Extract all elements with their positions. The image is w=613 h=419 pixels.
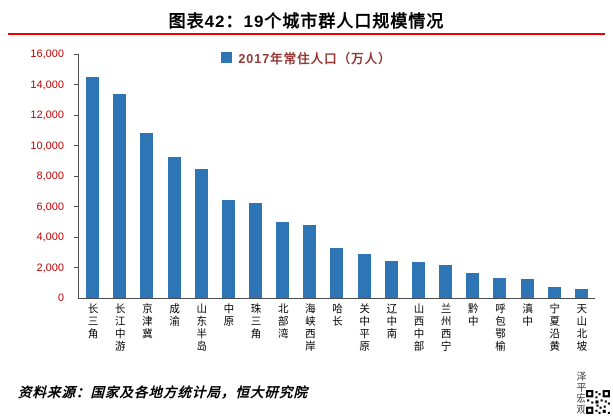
- category-label: 辽中南: [385, 303, 398, 341]
- bar-group: 哈长: [323, 54, 350, 328]
- category-label: 成渝: [168, 303, 181, 328]
- bar: [466, 273, 480, 298]
- bar-group: 珠三角: [242, 54, 269, 341]
- bar-group: 北部湾: [269, 54, 296, 341]
- bar-group: 天山北坡: [568, 54, 595, 353]
- bar-group: 滇中: [514, 54, 541, 328]
- y-tick-label: 0: [57, 292, 64, 304]
- bar-group: 成渝: [160, 54, 187, 328]
- bar: [384, 261, 398, 298]
- bar: [113, 94, 127, 298]
- y-tick-label: 2,000: [36, 261, 64, 274]
- category-label: 哈长: [331, 303, 344, 328]
- y-tick-label: 6,000: [36, 200, 64, 213]
- bar-group: 关中平原: [351, 54, 378, 353]
- bar: [330, 248, 344, 298]
- bar: [221, 200, 235, 298]
- category-label: 黔中: [466, 303, 479, 328]
- qr-code-icon: [585, 389, 611, 415]
- bar: [547, 287, 561, 298]
- category-label: 珠三角: [249, 303, 262, 341]
- y-tick-mark: [74, 267, 79, 268]
- figure-title: 图表42：19个城市群人口规模情况: [168, 12, 445, 31]
- bar: [86, 77, 100, 298]
- y-tick-mark: [74, 206, 79, 207]
- source-note: 资料来源：国家及各地方统计局，恒大研究院: [18, 385, 308, 400]
- bar-group: 山西中部: [405, 54, 432, 353]
- brand-name: 泽平宏观: [574, 371, 585, 415]
- y-tick-mark: [74, 236, 79, 238]
- y-tick-label: 4,000: [36, 231, 64, 243]
- bar: [574, 289, 588, 298]
- category-label: 山西中部: [412, 303, 425, 353]
- bar-group: 中原: [215, 54, 242, 328]
- bar-group: 兰州西宁: [432, 54, 459, 353]
- bar-group: 长三角: [79, 54, 106, 341]
- category-label: 呼包鄂榆: [493, 303, 506, 353]
- category-label: 中原: [222, 303, 235, 328]
- plot-area: 长三角 长江中游 京津冀 成渝 山东半岛 中原 珠三角 北部湾 海峡西岸 哈长 关中平原 辽中南 山西中…: [74, 53, 595, 353]
- legend-label: 2017年常住人口（万人）: [238, 52, 392, 66]
- y-tick-label: 12,000: [30, 109, 64, 121]
- y-tick-label: 8,000: [36, 170, 64, 182]
- category-label: 海峡西岸: [303, 303, 316, 353]
- bar-group: 山东半岛: [188, 54, 215, 353]
- category-label: 山东半岛: [195, 303, 208, 353]
- category-label: 宁夏沿黄: [548, 303, 561, 353]
- y-tick-mark: [74, 114, 79, 116]
- y-tick-mark: [74, 175, 79, 177]
- bar-group: 辽中南: [378, 54, 405, 341]
- bar: [493, 278, 507, 298]
- bar: [249, 203, 263, 298]
- bar-group: 海峡西岸: [296, 54, 323, 353]
- category-label: 长江中游: [113, 303, 126, 353]
- legend-swatch-icon: [221, 52, 233, 63]
- category-label: 天山北坡: [575, 303, 588, 353]
- bar-group: 黔中: [459, 54, 486, 328]
- y-tick-label: 10,000: [30, 139, 64, 152]
- y-tick-mark: [74, 145, 79, 146]
- y-tick-label: 14,000: [30, 78, 64, 91]
- bar: [411, 262, 425, 298]
- category-label: 北部湾: [276, 303, 289, 341]
- bar-group: 京津冀: [133, 54, 160, 341]
- category-label: 滇中: [521, 303, 534, 328]
- bar-group: 宁夏沿黄: [541, 54, 568, 353]
- bar-group: 长江中游: [106, 54, 133, 353]
- brand-mark: 泽平宏观: [574, 371, 611, 415]
- bar: [303, 225, 317, 298]
- y-tick-mark: [74, 53, 79, 55]
- bar: [140, 133, 154, 298]
- bar: [167, 157, 181, 298]
- category-label: 关中平原: [358, 303, 371, 353]
- bars-row: 长三角 长江中游 京津冀 成渝 山东半岛 中原 珠三角 北部湾 海峡西岸 哈长 关中平原 辽中南 山西中…: [79, 54, 595, 353]
- bar: [439, 265, 453, 298]
- bar: [520, 279, 534, 298]
- category-label: 长三角: [86, 303, 99, 341]
- bar: [357, 254, 371, 298]
- bar: [276, 222, 290, 298]
- category-label: 兰州西宁: [439, 303, 452, 353]
- y-tick-mark: [74, 84, 79, 85]
- bar: [194, 169, 208, 298]
- title-rule: [8, 33, 605, 35]
- y-tick-label: 16,000: [30, 48, 64, 60]
- chart-legend: 2017年常住人口（万人）: [0, 48, 613, 67]
- category-label: 京津冀: [140, 303, 153, 341]
- y-axis: 0 2,000 4,000 6,000 8,000 10,000 12,000 14,000 1…: [0, 48, 72, 304]
- bar-group: 呼包鄂榆: [486, 54, 513, 353]
